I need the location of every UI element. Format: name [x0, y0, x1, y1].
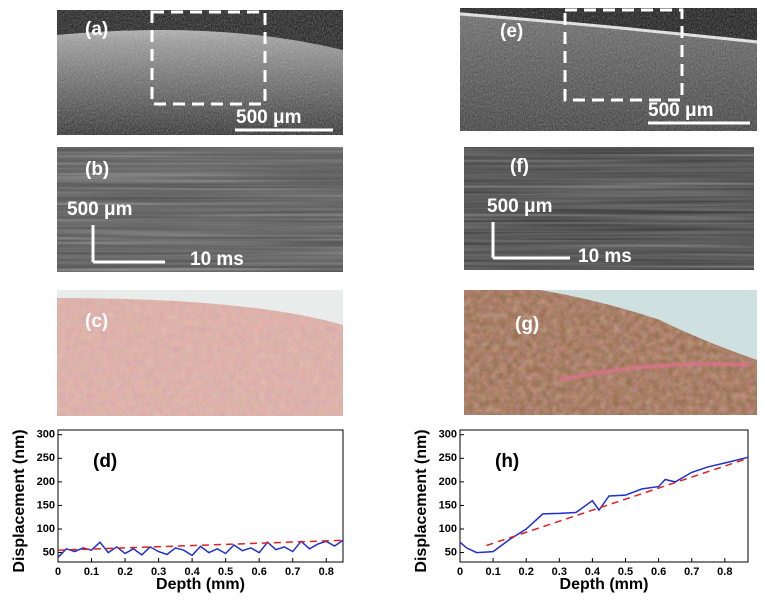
- y-tick-label: 150: [37, 499, 55, 511]
- y-tick-label: 200: [37, 476, 55, 488]
- charts: 50 100 150 200 250 300 0 0.1 0.2 0.3 0.4 0.5 0.6 0.7 0…: [11, 429, 749, 593]
- y-tick-label: 300: [37, 429, 55, 441]
- image-panel: (f) 500 μm 10 ms: [464, 147, 754, 270]
- plot-area: [459, 429, 749, 563]
- panel-label: (d): [93, 451, 117, 472]
- plot-area: [57, 429, 344, 563]
- y-tick-label: 100: [37, 523, 55, 535]
- y-axis-label: Displacement (nm): [413, 429, 430, 572]
- y-axis-label: Displacement (nm): [11, 429, 28, 572]
- panel-label: (c): [85, 311, 108, 332]
- x-tick-label: 0.1: [485, 566, 500, 578]
- x-tick-label: 0.4: [184, 566, 200, 578]
- image-panel: (a) 500 μm: [57, 10, 343, 135]
- scale-label: 500 μm: [236, 107, 302, 128]
- y-tick-label: 50: [445, 546, 457, 558]
- x-tick-label: 0.8: [319, 566, 334, 578]
- panel-label: (g): [515, 314, 539, 335]
- x-tick-label: 0: [55, 566, 61, 578]
- y-tick-label: 250: [37, 452, 55, 464]
- y-tick-label: 100: [439, 523, 457, 535]
- scale-label: 500 μm: [648, 100, 714, 121]
- time-label: 10 ms: [578, 246, 632, 267]
- scale-label: 500 μm: [67, 199, 133, 220]
- x-tick-label: 0.6: [252, 566, 267, 578]
- x-tick-label: 0.7: [285, 566, 300, 578]
- panel-label: (e): [500, 21, 523, 42]
- y-tick-label: 300: [439, 429, 457, 441]
- y-tick-label: 200: [439, 476, 457, 488]
- panel-label: (f): [510, 156, 529, 177]
- x-tick-label: 0.2: [519, 566, 534, 578]
- x-tick-label: 0.4: [585, 566, 601, 578]
- panel-label: (b): [85, 159, 109, 180]
- data-line: [57, 539, 344, 558]
- panel-label: (h): [495, 451, 519, 472]
- data-line: [486, 457, 749, 547]
- image-panel: (e) 500 μm: [459, 8, 758, 131]
- x-tick-label: 0.5: [618, 566, 633, 578]
- x-tick-label: 0.5: [218, 566, 233, 578]
- x-tick-label: 0.8: [717, 566, 732, 578]
- x-tick-label: 0.3: [151, 566, 166, 578]
- scale-label: 500 μm: [487, 196, 553, 217]
- x-axis-label: Depth (mm): [156, 576, 245, 593]
- x-tick-label: 0.1: [84, 566, 99, 578]
- x-tick-label: 0.2: [117, 566, 132, 578]
- data-line: [459, 456, 749, 554]
- x-axis-label: Depth (mm): [560, 576, 649, 593]
- y-tick-label: 150: [439, 499, 457, 511]
- y-tick-label: 50: [43, 546, 55, 558]
- image-panel: (c): [57, 290, 343, 416]
- x-tick-label: 0.3: [552, 566, 567, 578]
- time-label: 10 ms: [190, 249, 244, 270]
- x-tick-label: 0.7: [684, 566, 699, 578]
- x-tick-label: 0.6: [651, 566, 666, 578]
- image-panel: (b) 500 μm 10 ms: [57, 147, 343, 272]
- panel-label: (a): [85, 19, 108, 40]
- y-tick-label: 250: [439, 452, 457, 464]
- image-panel: (g): [464, 290, 757, 415]
- x-tick-label: 0: [457, 566, 463, 578]
